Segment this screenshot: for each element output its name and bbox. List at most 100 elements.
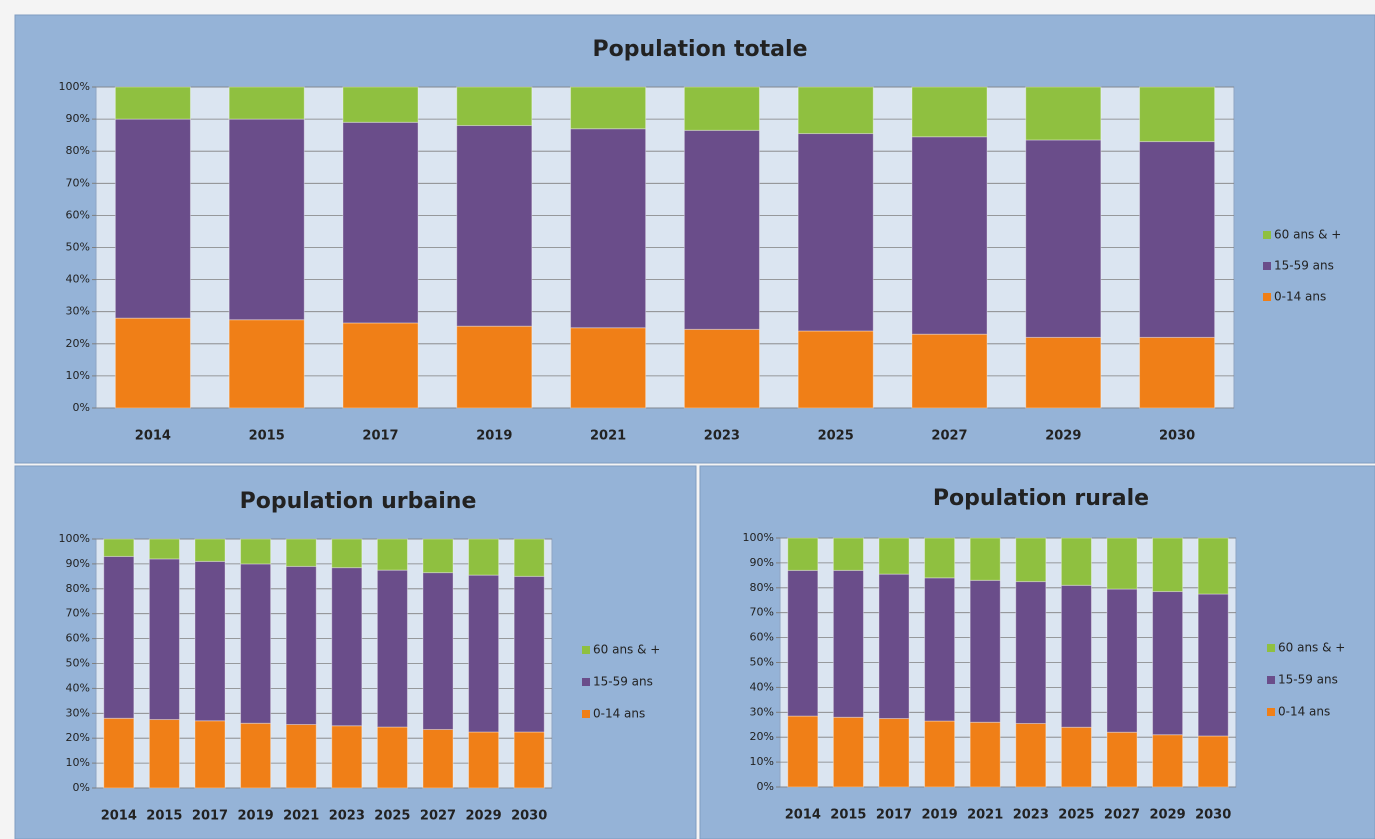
bar-segment [1139,336,1216,409]
legend-label: 0-14 ans [1278,705,1330,719]
bar-segment [570,86,647,130]
bar-segment [103,555,135,719]
x-tick-label: 2027 [1104,808,1140,823]
bar-segment [240,722,272,789]
x-tick-label: 2025 [1058,808,1094,823]
y-tick-label: 50% [66,241,90,254]
y-tick-label: 0% [73,781,90,794]
legend-label: 0-14 ans [593,707,645,721]
y-tick-label: 50% [750,656,774,669]
chart-title: Population urbaine [240,489,477,514]
legend-label: 0-14 ans [1274,290,1326,304]
x-tick-label: 2030 [1195,808,1231,823]
bar-segment [148,719,180,789]
x-tick-label: 2023 [329,809,365,824]
y-tick-label: 50% [66,657,90,670]
bar-segment [878,537,910,575]
x-tick-label: 2015 [249,429,285,444]
bar-segment [1025,336,1102,409]
bar-segment [468,731,500,789]
y-tick-label: 60% [750,631,774,644]
legend-label: 15-59 ans [1274,259,1334,273]
bar-segment [114,118,191,319]
bar-segment [285,565,317,726]
legend-label: 60 ans & + [1278,641,1345,655]
y-tick-label: 40% [66,273,90,286]
bar-segment [285,724,317,789]
x-tick-label: 2029 [1045,429,1081,444]
bar-segment [911,333,988,409]
bar-segment [194,560,226,722]
bar-segment [456,325,533,409]
y-tick-label: 10% [66,369,90,382]
bar-segment [1106,537,1138,590]
x-tick-label: 2017 [192,809,228,824]
bar-segment [832,537,864,571]
y-tick-label: 40% [66,681,90,694]
y-tick-label: 60% [66,208,90,221]
bar-segment [1025,86,1102,141]
bar-segment [468,538,500,576]
bar-segment [683,328,760,409]
chart-title: Population totale [593,37,808,62]
x-tick-label: 2014 [785,808,821,823]
bar-segment [797,133,874,332]
bar-segment [924,720,956,788]
x-tick-label: 2021 [590,429,626,444]
y-tick-label: 100% [743,531,774,544]
x-tick-label: 2023 [1013,808,1049,823]
x-tick-label: 2019 [238,809,274,824]
bar-segment [787,537,819,571]
bar-segment [878,718,910,788]
bar-segment [1015,723,1047,788]
y-tick-label: 100% [59,532,90,545]
y-tick-label: 30% [66,305,90,318]
y-tick-label: 30% [750,705,774,718]
bar-segment [114,317,191,409]
x-tick-label: 2027 [420,809,456,824]
x-tick-label: 2029 [1150,808,1186,823]
bar-segment [376,726,408,789]
bar-segment [570,128,647,329]
y-tick-label: 70% [750,606,774,619]
bar-segment [331,725,363,789]
bar-segment [228,118,305,321]
legend-label: 60 ans & + [1274,228,1341,242]
y-tick-label: 20% [66,337,90,350]
bar-segment [342,86,419,123]
bar-segment [513,538,545,577]
bar-segment [331,538,363,569]
bar-segment [570,327,647,409]
bar-segment [969,537,1001,581]
bar-segment [103,717,135,789]
legend-swatch [1263,293,1271,301]
y-tick-label: 90% [66,112,90,125]
y-tick-label: 40% [750,680,774,693]
x-tick-label: 2017 [362,429,398,444]
bar-segment [797,86,874,135]
y-tick-label: 60% [66,632,90,645]
bar-segment [342,322,419,409]
legend-swatch [1263,262,1271,270]
legend-swatch [582,710,590,718]
x-tick-label: 2014 [135,429,171,444]
bar-segment [228,319,305,409]
bar-segment [1197,735,1229,788]
x-tick-label: 2030 [1159,429,1195,444]
bar-segment [1106,588,1138,733]
bar-segment [832,569,864,718]
bar-segment [1025,139,1102,338]
bar-segment [285,538,317,567]
bar-segment [911,86,988,138]
bar-segment [513,575,545,733]
legend-swatch [1263,231,1271,239]
bar-segment [832,716,864,788]
y-tick-label: 80% [66,582,90,595]
x-tick-label: 2023 [704,429,740,444]
bar-segment [787,569,819,717]
y-tick-label: 70% [66,176,90,189]
bar-segment [468,574,500,733]
bar-segment [787,715,819,788]
y-tick-label: 90% [66,557,90,570]
